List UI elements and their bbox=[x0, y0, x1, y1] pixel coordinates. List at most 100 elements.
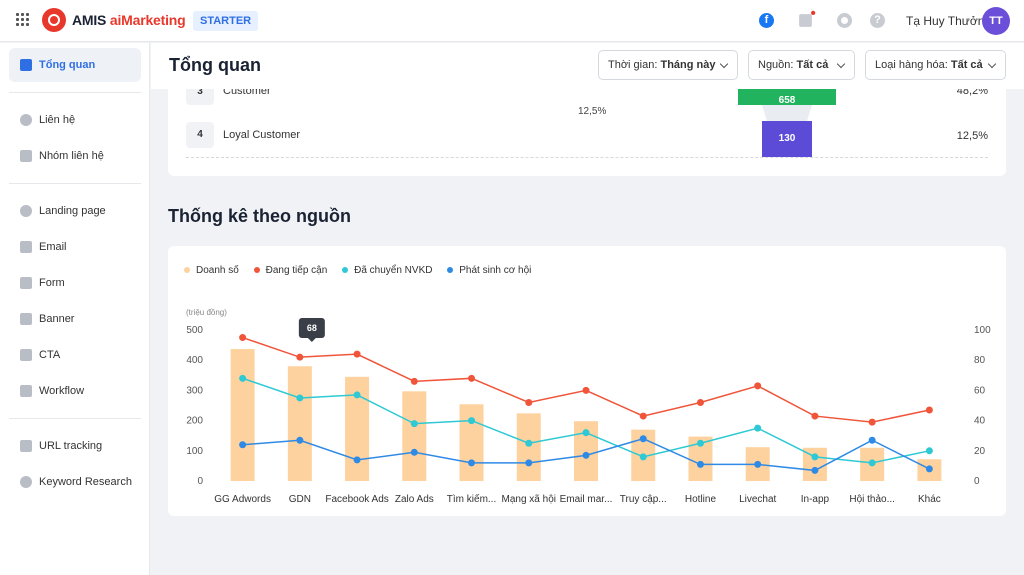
conversion-percent: 12,5% bbox=[578, 106, 607, 117]
sidebar-item-banner[interactable]: Banner bbox=[9, 302, 141, 336]
sidebar-item-overview[interactable]: Tổng quan bbox=[9, 48, 141, 82]
point-da-chuyen-nvkd bbox=[410, 420, 418, 428]
sidebar-item-email[interactable]: Email bbox=[9, 230, 141, 264]
legend-item[interactable]: Phát sinh cơ hội bbox=[447, 265, 531, 276]
point-da-chuyen-nvkd bbox=[353, 391, 361, 399]
help-icon[interactable]: ? bbox=[870, 13, 885, 28]
point-dang-tiep-can bbox=[925, 406, 933, 414]
bar-doanh-so bbox=[287, 366, 312, 481]
sidebar-item-keyword-research[interactable]: Keyword Research bbox=[9, 465, 141, 499]
point-phat-sinh-co-hoi bbox=[754, 460, 762, 468]
sidebar-item-landing-page[interactable]: Landing page bbox=[9, 194, 141, 228]
y-right-tick-label: 80 bbox=[974, 355, 986, 366]
y-right-tick-label: 40 bbox=[974, 416, 986, 427]
point-phat-sinh-co-hoi bbox=[696, 460, 704, 468]
facebook-icon[interactable]: f bbox=[759, 13, 774, 28]
point-dang-tiep-can bbox=[296, 353, 304, 361]
point-dang-tiep-can bbox=[239, 334, 247, 342]
top-bar: AMIS aiMarketing STARTER f ? Tạ Huy Thưở… bbox=[0, 0, 1024, 42]
row-percent: 48,2% bbox=[956, 89, 988, 97]
chart-bar-icon bbox=[20, 59, 32, 71]
y-right-tick-label: 100 bbox=[974, 325, 991, 336]
point-da-chuyen-nvkd bbox=[868, 459, 876, 467]
x-tick-label: GDN bbox=[289, 494, 311, 505]
sidebar-item-url-tracking[interactable]: URL tracking bbox=[9, 429, 141, 463]
funnel-connector bbox=[762, 105, 812, 121]
point-phat-sinh-co-hoi bbox=[639, 435, 647, 443]
apps-grid-icon[interactable] bbox=[16, 13, 30, 27]
page-header: Tổng quan Thời gian: Tháng này Nguồn: Tấ… bbox=[151, 43, 1024, 89]
point-phat-sinh-co-hoi bbox=[582, 451, 590, 459]
point-phat-sinh-co-hoi bbox=[868, 436, 876, 444]
point-da-chuyen-nvkd bbox=[525, 439, 533, 447]
brand-name[interactable]: AMIS aiMarketing bbox=[72, 12, 186, 28]
point-phat-sinh-co-hoi bbox=[410, 448, 418, 456]
legend-item[interactable]: Doanh số bbox=[184, 265, 239, 276]
y-left-tick-label: 500 bbox=[186, 325, 203, 336]
row-name: Loyal Customer bbox=[223, 129, 301, 141]
sidebar: Tổng quan Liên hệ Nhóm liên hệ Landing p… bbox=[0, 43, 150, 575]
point-phat-sinh-co-hoi bbox=[925, 465, 933, 473]
point-da-chuyen-nvkd bbox=[811, 453, 819, 461]
x-tick-label: Mạng xã hội bbox=[502, 494, 556, 505]
sidebar-item-form[interactable]: Form bbox=[9, 266, 141, 300]
point-dang-tiep-can bbox=[525, 398, 533, 406]
point-da-chuyen-nvkd bbox=[754, 424, 762, 432]
banner-icon bbox=[20, 313, 32, 325]
x-tick-label: In-app bbox=[801, 494, 830, 505]
gear-icon[interactable] bbox=[837, 13, 852, 28]
source-section-title: Thống kê theo nguồn bbox=[168, 206, 351, 226]
legend-item[interactable]: Đã chuyển NVKD bbox=[342, 265, 432, 276]
point-dang-tiep-can bbox=[582, 386, 590, 394]
user-name[interactable]: Tạ Huy Thưởng bbox=[906, 14, 992, 28]
sidebar-item-workflow[interactable]: Workflow bbox=[9, 374, 141, 408]
point-da-chuyen-nvkd bbox=[239, 374, 247, 382]
point-phat-sinh-co-hoi bbox=[353, 456, 361, 464]
point-dang-tiep-can bbox=[410, 377, 418, 385]
y-right-tick-label: 0 bbox=[974, 476, 980, 487]
point-phat-sinh-co-hoi bbox=[239, 441, 247, 449]
row-number: 3 bbox=[186, 89, 214, 105]
notification-dot bbox=[811, 10, 816, 15]
funnel-card: 3 Customer 658 48,2% 12,5% 4 Loyal Custo… bbox=[168, 89, 1006, 176]
y-right-tick-label: 60 bbox=[974, 385, 986, 396]
point-da-chuyen-nvkd bbox=[468, 417, 476, 425]
page-background bbox=[151, 516, 1024, 575]
chevron-down-icon bbox=[719, 59, 729, 69]
cloud-icon bbox=[20, 205, 32, 217]
point-dang-tiep-can bbox=[468, 374, 476, 382]
tooltip-box bbox=[298, 318, 325, 338]
point-phat-sinh-co-hoi bbox=[296, 436, 304, 444]
point-dang-tiep-can bbox=[811, 412, 819, 420]
x-tick-label: Facebook Ads bbox=[325, 494, 388, 505]
y-left-tick-label: 100 bbox=[186, 446, 203, 457]
funnel-bar-customer[interactable]: 658 bbox=[738, 89, 836, 106]
row-divider bbox=[186, 157, 988, 158]
x-tick-label: GG Adwords bbox=[214, 494, 271, 505]
tooltip-pointer bbox=[307, 338, 316, 342]
product-type-filter-dropdown[interactable]: Loại hàng hóa: Tất cả bbox=[865, 50, 1006, 80]
sidebar-item-contact-groups[interactable]: Nhóm liên hệ bbox=[9, 139, 141, 173]
form-icon bbox=[20, 277, 32, 289]
sidebar-item-contacts[interactable]: Liên hệ bbox=[9, 103, 141, 137]
x-tick-label: Truy cập... bbox=[620, 494, 667, 505]
source-chart-card: Doanh số Đang tiếp cận Đã chuyển NVKD Ph… bbox=[168, 246, 1006, 516]
time-filter-dropdown[interactable]: Thời gian: Tháng này bbox=[598, 50, 738, 80]
sidebar-item-cta[interactable]: CTA bbox=[9, 338, 141, 372]
avatar[interactable]: TT bbox=[982, 7, 1010, 35]
mail-icon bbox=[20, 241, 32, 253]
funnel-bar-loyal-customer[interactable]: 130 bbox=[762, 121, 812, 157]
source-filter-dropdown[interactable]: Nguồn: Tất cả bbox=[748, 50, 855, 80]
package-icon[interactable] bbox=[799, 10, 816, 27]
row-number: 4 bbox=[186, 122, 214, 148]
legend-item[interactable]: Đang tiếp cận bbox=[253, 265, 327, 276]
source-combo-chart[interactable]: 0 100 200 300 400 500 0 20 40 60 80 100 GG Adwords GD… bbox=[168, 246, 1006, 516]
plan-badge: STARTER bbox=[193, 11, 259, 31]
y-left-tick-label: 400 bbox=[186, 355, 203, 366]
bar-doanh-so bbox=[516, 413, 541, 481]
point-phat-sinh-co-hoi bbox=[811, 466, 819, 474]
x-tick-label: Zalo Ads bbox=[395, 494, 434, 505]
search-icon bbox=[20, 476, 32, 488]
y-left-tick-label: 0 bbox=[197, 476, 203, 487]
point-dang-tiep-can bbox=[868, 418, 876, 426]
